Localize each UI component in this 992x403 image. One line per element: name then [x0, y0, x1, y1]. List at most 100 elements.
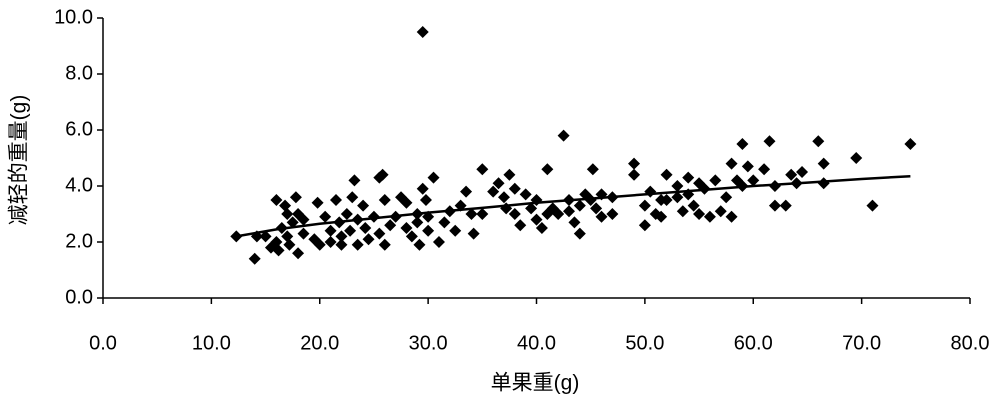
point [904, 138, 917, 150]
point [655, 210, 668, 223]
point [725, 157, 738, 170]
point [281, 208, 294, 220]
point [671, 180, 684, 192]
point [378, 194, 391, 206]
point [324, 224, 337, 237]
point [289, 191, 302, 204]
point [514, 219, 527, 232]
point [530, 213, 543, 226]
point [449, 224, 462, 237]
point [297, 227, 310, 240]
point [720, 191, 733, 204]
point [638, 219, 651, 232]
point [850, 152, 863, 164]
point [763, 135, 776, 148]
point [330, 194, 343, 206]
point [384, 219, 397, 232]
point [340, 208, 353, 220]
y-tick-label: 2.0 [65, 230, 93, 252]
x-tick-label: 40.0 [517, 332, 556, 354]
point [348, 174, 361, 187]
point [413, 238, 426, 251]
point [492, 177, 505, 190]
point [606, 208, 619, 220]
point [281, 230, 294, 243]
point [817, 157, 830, 170]
point [376, 168, 389, 181]
point [467, 227, 480, 240]
point [351, 238, 364, 251]
point [714, 205, 727, 218]
point [768, 180, 781, 192]
point [400, 196, 413, 209]
point [259, 230, 272, 243]
point [405, 230, 418, 243]
point [335, 238, 348, 251]
point [272, 244, 285, 257]
point [682, 171, 695, 184]
point [779, 199, 792, 212]
point [497, 191, 510, 204]
point [660, 194, 673, 206]
point [552, 208, 565, 220]
point [503, 168, 516, 181]
point [311, 196, 324, 209]
point [519, 188, 532, 201]
point [416, 182, 429, 195]
point [812, 135, 825, 148]
point [638, 199, 651, 212]
point [817, 177, 830, 190]
point [319, 210, 332, 223]
point [563, 205, 576, 218]
point [644, 185, 657, 198]
point [335, 230, 348, 243]
point [693, 208, 706, 220]
point [283, 238, 296, 251]
point [324, 236, 337, 248]
point [741, 160, 754, 173]
point [438, 216, 451, 229]
point [573, 199, 586, 212]
x-axis-title: 单果重(g) [491, 372, 580, 395]
point [487, 185, 500, 198]
y-tick-label: 6.0 [65, 118, 93, 140]
point [292, 247, 305, 260]
point [344, 224, 357, 237]
point [279, 199, 292, 212]
point [796, 166, 809, 178]
point [595, 210, 608, 223]
x-tick-label: 60.0 [734, 332, 773, 354]
point [573, 227, 586, 240]
point [313, 238, 326, 251]
point [465, 208, 478, 220]
x-tick-label: 50.0 [625, 332, 664, 354]
point [297, 213, 310, 226]
point [419, 194, 432, 206]
y-tick-label: 10.0 [54, 6, 93, 28]
point [378, 238, 391, 251]
point [270, 236, 283, 248]
point [286, 216, 299, 229]
y-tick-label: 4.0 [65, 174, 93, 196]
point [557, 129, 570, 142]
point [422, 224, 435, 237]
point [586, 163, 599, 176]
point [866, 199, 879, 212]
point [628, 157, 641, 170]
point [687, 199, 700, 212]
x-tick-label: 0.0 [89, 332, 117, 354]
point [676, 205, 689, 218]
point [660, 168, 673, 181]
point [432, 236, 445, 248]
point [703, 210, 716, 223]
trend-line [236, 174, 911, 238]
point [476, 163, 489, 176]
point [416, 26, 429, 38]
point [508, 182, 521, 195]
point [671, 191, 684, 204]
point [768, 199, 781, 212]
point [248, 252, 261, 265]
point [568, 216, 581, 229]
point [535, 222, 548, 234]
